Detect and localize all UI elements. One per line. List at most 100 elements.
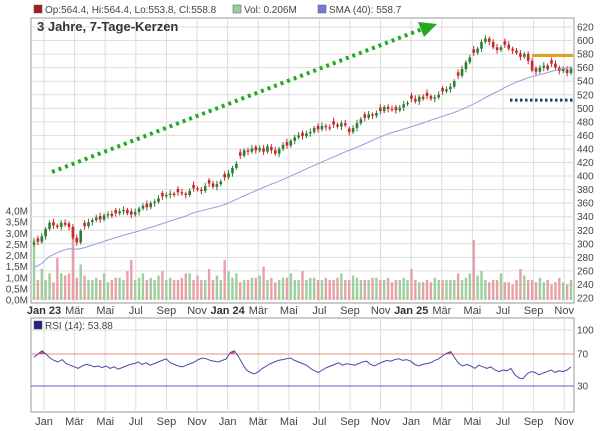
volume-bar bbox=[379, 280, 382, 300]
candle-body bbox=[246, 150, 250, 152]
volume-bar bbox=[83, 275, 86, 300]
volume-bar bbox=[316, 280, 320, 300]
volume-bar bbox=[149, 277, 152, 300]
candle-body bbox=[258, 148, 261, 151]
candle-body bbox=[289, 140, 293, 146]
volume-bar bbox=[309, 277, 312, 300]
rsi-x-tick-label: Mär bbox=[432, 416, 451, 428]
price-tick-label: 280 bbox=[577, 253, 594, 264]
volume-bar bbox=[484, 280, 487, 300]
candle-body bbox=[515, 50, 518, 53]
volume-bar bbox=[468, 273, 472, 300]
volume-bar bbox=[63, 275, 67, 300]
candle-body bbox=[59, 222, 63, 227]
candle-body bbox=[172, 193, 176, 196]
volume-bar bbox=[126, 271, 129, 300]
volume-bar bbox=[565, 284, 569, 300]
volume-bar bbox=[351, 275, 355, 300]
volume-bar bbox=[534, 282, 538, 300]
volume-bar bbox=[460, 280, 464, 300]
candle-body bbox=[180, 192, 184, 194]
volume-bar bbox=[204, 280, 207, 300]
volume-bar bbox=[515, 280, 518, 300]
candle-body bbox=[242, 150, 246, 156]
candle-body bbox=[414, 98, 417, 102]
volume-bar bbox=[71, 231, 75, 300]
candle-body bbox=[196, 188, 199, 190]
volume-bar bbox=[297, 280, 300, 300]
volume-bar bbox=[231, 277, 234, 300]
volume-bar bbox=[176, 280, 180, 300]
volume-bar bbox=[344, 280, 347, 300]
volume-bar bbox=[293, 280, 296, 300]
candle-body bbox=[91, 220, 94, 223]
volume-bar bbox=[141, 273, 145, 300]
rsi-panel-frame bbox=[30, 317, 575, 413]
volume-bar bbox=[270, 277, 273, 300]
candle-body bbox=[332, 121, 335, 125]
main-grid bbox=[31, 18, 574, 303]
candle-body bbox=[523, 54, 526, 57]
volume-bar bbox=[328, 280, 331, 300]
main-panel-frame bbox=[30, 17, 575, 304]
volume-bar bbox=[250, 277, 254, 300]
rsi-x-tick-label: Nov bbox=[187, 416, 207, 428]
candle-body bbox=[301, 132, 304, 137]
volume-bar bbox=[363, 280, 366, 300]
volume-bar bbox=[122, 280, 125, 300]
candle-body bbox=[254, 146, 258, 151]
candle-body bbox=[347, 128, 351, 133]
candle-body bbox=[406, 102, 409, 105]
candle-body bbox=[425, 92, 429, 97]
candle-body bbox=[441, 87, 444, 92]
volume-tick-label: 2,0M bbox=[6, 251, 28, 262]
volume-bar bbox=[95, 277, 98, 300]
candle-body bbox=[200, 189, 203, 191]
rsi-x-tick-label: Sep bbox=[524, 416, 544, 428]
volume-bar bbox=[145, 280, 149, 300]
volume-bar bbox=[402, 277, 405, 300]
volume-bar bbox=[215, 275, 219, 300]
candle-body bbox=[355, 123, 359, 128]
candle-body bbox=[83, 222, 86, 227]
candle-body bbox=[188, 190, 191, 196]
volume-bar bbox=[48, 273, 51, 300]
volume-bar bbox=[207, 268, 211, 300]
candle-body bbox=[569, 68, 573, 74]
volume-bar bbox=[418, 282, 421, 300]
candle-body bbox=[379, 107, 382, 112]
candle-body bbox=[499, 47, 503, 51]
volume-bar bbox=[60, 273, 63, 300]
candle-body bbox=[336, 124, 339, 127]
rsi-line bbox=[33, 350, 572, 380]
candle-body bbox=[75, 237, 79, 243]
candle-body bbox=[472, 49, 476, 53]
x-tick-label: Sep bbox=[524, 305, 544, 317]
candle-body bbox=[546, 65, 549, 70]
candle-body bbox=[359, 119, 363, 124]
candle-body bbox=[526, 54, 530, 61]
volume-bar bbox=[196, 275, 199, 300]
volume-bar bbox=[153, 280, 156, 300]
candle-body bbox=[40, 236, 44, 242]
candle-body bbox=[394, 106, 398, 111]
volume-bar bbox=[375, 277, 378, 300]
chart-title: 3 Jahre, 7-Tage-Kerzen bbox=[37, 19, 178, 34]
candle-body bbox=[94, 217, 98, 221]
price-tick-label: 580 bbox=[577, 50, 594, 61]
volume-bar bbox=[281, 277, 285, 300]
volume-bar bbox=[110, 280, 114, 300]
x-tick-label: Mär bbox=[65, 305, 84, 317]
rsi-x-tick-label: Jan bbox=[35, 416, 53, 428]
candle-body bbox=[63, 222, 67, 225]
volume-bar bbox=[355, 277, 359, 300]
rsi-label: RSI (14): 53.88 bbox=[45, 321, 113, 332]
volume-tick-label: 1,0M bbox=[6, 273, 28, 284]
legend-ohlc: Op:564.4, Hi:564.4, Lo:553.8, Cl:558.8 bbox=[45, 5, 217, 16]
rsi-x-tick-label: Mai bbox=[464, 416, 482, 428]
rsi-x-tick-label: Jul bbox=[312, 416, 326, 428]
candle-body bbox=[79, 230, 82, 243]
legend-sma-swatch bbox=[317, 4, 327, 14]
volume-bar bbox=[239, 282, 242, 300]
